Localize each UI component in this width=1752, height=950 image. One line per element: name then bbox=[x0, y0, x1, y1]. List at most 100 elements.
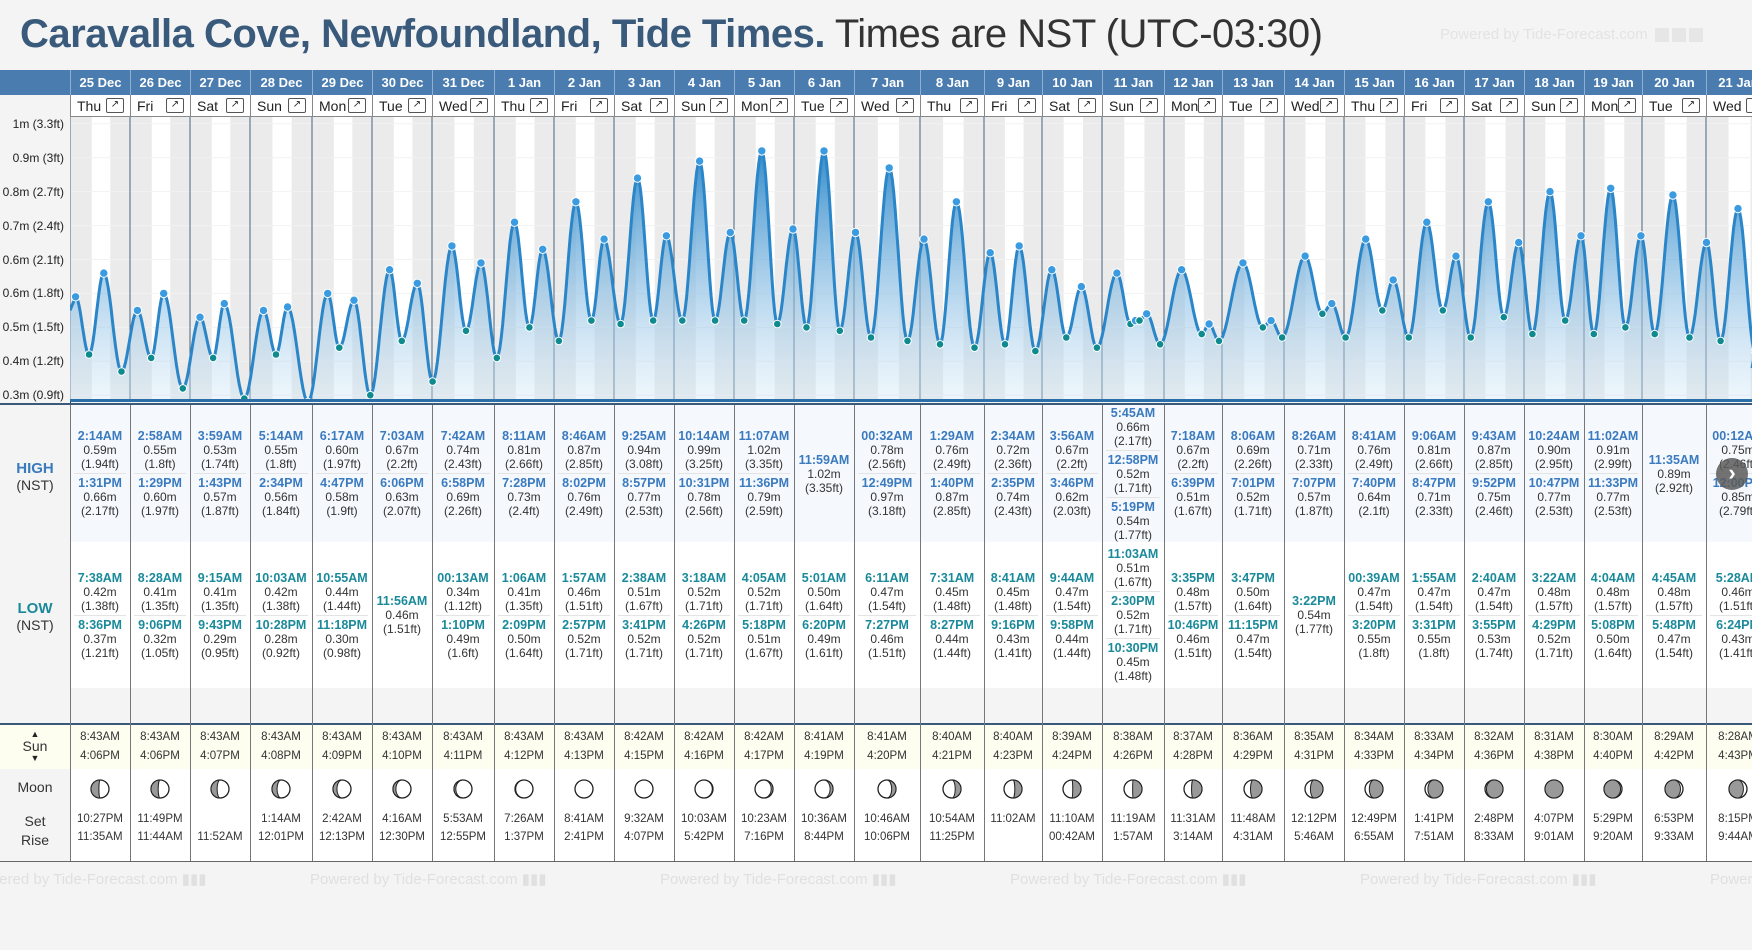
low-tide-feet: (1.35ft) bbox=[140, 598, 179, 613]
day-column: 28 Dec Sun ↗ bbox=[250, 70, 312, 880]
low-tide-point bbox=[773, 319, 782, 329]
high-tide-cell: 2:14AM 0.59m (1.94ft) 1:31PM 0.66m (2.17ft) bbox=[70, 405, 130, 542]
expand-day-button[interactable]: ↗ bbox=[1320, 98, 1338, 113]
column-divider bbox=[1042, 405, 1043, 861]
high-tide-cell: 8:41AM 0.76m (2.49ft) 7:40PM 0.64m (2.1ft) bbox=[1344, 405, 1404, 542]
expand-day-button[interactable]: ↗ bbox=[770, 98, 788, 113]
high-tide-feet: (2.53ft) bbox=[1593, 504, 1632, 518]
low-tide-meters: 0.46m bbox=[870, 631, 904, 646]
expand-day-button[interactable]: ↗ bbox=[590, 98, 608, 113]
expand-day-button[interactable]: ↗ bbox=[226, 98, 244, 113]
moonset-time: 1:14AM bbox=[261, 813, 301, 825]
low-row-label: LOW (NST) bbox=[0, 600, 70, 633]
moon-cell: 11:48AM 4:31AM bbox=[1222, 769, 1284, 861]
entry-separator bbox=[1226, 614, 1280, 616]
expand-day-button[interactable]: ↗ bbox=[1260, 98, 1278, 113]
moonset-label: Set bbox=[24, 813, 46, 829]
expand-day-button[interactable]: ↗ bbox=[650, 98, 668, 113]
high-tide-point bbox=[1238, 258, 1248, 268]
weekday-label: Tue bbox=[379, 97, 403, 114]
expand-day-button[interactable]: ↗ bbox=[166, 98, 184, 113]
column-divider bbox=[984, 405, 985, 861]
weekday-header: Tue ↗ bbox=[1642, 95, 1706, 117]
expand-day-button[interactable]: ↗ bbox=[1140, 98, 1158, 113]
moon-cell: 10:27PM 11:35AM bbox=[70, 769, 130, 861]
expand-day-button[interactable]: ↗ bbox=[1078, 98, 1096, 113]
high-tide-point bbox=[384, 265, 395, 275]
expand-day-button[interactable]: ↗ bbox=[1440, 98, 1458, 113]
high-tide-point bbox=[1112, 268, 1122, 278]
sun-times-cell: 8:38AM 4:26PM bbox=[1102, 725, 1164, 772]
expand-day-button[interactable]: ↗ bbox=[1018, 98, 1036, 113]
expand-day-button[interactable]: ↗ bbox=[348, 98, 366, 113]
expand-day-button[interactable]: ↗ bbox=[470, 98, 488, 113]
high-tide-meters: 0.76m bbox=[935, 443, 969, 457]
expand-day-button[interactable]: ↗ bbox=[1746, 98, 1752, 113]
low-tide-feet: (1.8ft) bbox=[1358, 645, 1390, 660]
expand-day-button[interactable]: ↗ bbox=[710, 98, 728, 113]
high-tide-point bbox=[1483, 197, 1494, 207]
low-tide-meters: 0.32m bbox=[143, 631, 177, 646]
high-tide-feet: (2.79ft) bbox=[1718, 504, 1752, 518]
low-tide-meters: 0.42m bbox=[83, 584, 117, 599]
expand-day-button[interactable]: ↗ bbox=[1198, 98, 1216, 113]
low-tide-meters: 0.51m bbox=[627, 584, 661, 599]
weekday-label: Thu bbox=[501, 97, 526, 114]
column-divider bbox=[190, 405, 191, 861]
expand-day-button[interactable]: ↗ bbox=[1500, 98, 1518, 113]
low-tide-cell: 1:06AM 0.41m (1.35ft) 2:09PM 0.50m (1.64ft) bbox=[494, 542, 554, 688]
low-tide-point bbox=[1277, 333, 1287, 342]
weekday-header: Mon ↗ bbox=[1164, 95, 1222, 117]
expand-day-button[interactable]: ↗ bbox=[830, 98, 848, 113]
high-tide-cell: 11:35AM 0.89m (2.92ft) bbox=[1642, 405, 1706, 542]
divider bbox=[0, 723, 1752, 725]
high-tide-meters: 0.55m bbox=[143, 443, 177, 457]
low-tide-time: 2:57PM bbox=[562, 617, 606, 632]
low-tide-meters: 0.44m bbox=[1055, 631, 1089, 646]
low-tide-point bbox=[935, 340, 945, 349]
low-tide-meters: 0.46m bbox=[1176, 631, 1210, 646]
expand-day-button[interactable]: ↗ bbox=[1618, 98, 1636, 113]
moonrise-time: 5:42PM bbox=[684, 831, 724, 843]
expand-day-button[interactable]: ↗ bbox=[1380, 98, 1398, 113]
high-tide-cell: 7:42AM 0.74m (2.43ft) 6:58PM 0.69m (2.26ft) bbox=[432, 405, 494, 542]
high-tide-meters: 0.97m bbox=[870, 490, 904, 504]
high-tide-time: 9:25AM bbox=[621, 429, 667, 443]
day-column: 27 Dec Sat ↗ bbox=[190, 70, 250, 880]
low-tide-time: 1:06AM bbox=[501, 570, 547, 585]
moon-phase-icon bbox=[1484, 779, 1504, 799]
expand-day-button[interactable]: ↗ bbox=[896, 98, 914, 113]
expand-day-button[interactable]: ↗ bbox=[288, 98, 306, 113]
moon-phase-icon bbox=[1364, 779, 1384, 799]
low-tide-time: 6:20PM bbox=[802, 617, 846, 632]
low-tide-feet: (1.57ft) bbox=[1534, 598, 1573, 613]
low-tide-meters: 0.47m bbox=[870, 584, 904, 599]
next-arrow-button[interactable]: › bbox=[1716, 458, 1748, 490]
moon-cell: 7:26AM 1:37PM bbox=[494, 769, 554, 861]
sun-label-band: ▲ Sun ▼ bbox=[0, 725, 70, 769]
weekday-header: Sun ↗ bbox=[1102, 95, 1164, 117]
low-tide-meters: 0.50m bbox=[807, 584, 841, 599]
expand-day-button[interactable]: ↗ bbox=[1560, 98, 1578, 113]
sun-band bbox=[70, 725, 1752, 769]
date-header: 16 Jan bbox=[1404, 70, 1464, 95]
high-tide-feet: (2.56ft) bbox=[867, 457, 906, 471]
high-tide-point bbox=[1545, 186, 1555, 197]
date-header: 14 Jan bbox=[1284, 70, 1344, 95]
weekday-label: Wed bbox=[439, 97, 468, 114]
moon-phase-icon bbox=[271, 779, 291, 799]
low-tide-point bbox=[1621, 323, 1630, 332]
sunrise-time: 8:40AM bbox=[993, 731, 1033, 743]
expand-day-button[interactable]: ↗ bbox=[960, 98, 978, 113]
column-divider bbox=[130, 405, 131, 861]
weekday-header: Thu ↗ bbox=[1344, 95, 1404, 117]
expand-day-button[interactable]: ↗ bbox=[408, 98, 426, 113]
high-tide-meters: 0.59m bbox=[83, 443, 117, 457]
high-tide-cell: 11:02AM 0.91m (2.99ft) 11:33PM 0.77m (2.53ft) bbox=[1584, 405, 1642, 542]
expand-day-button[interactable]: ↗ bbox=[106, 98, 124, 113]
sun-times-cell: 8:28AM 4:43PM bbox=[1706, 725, 1752, 772]
expand-day-button[interactable]: ↗ bbox=[530, 98, 548, 113]
high-tide-meters: 0.90m bbox=[1537, 443, 1571, 457]
expand-day-button[interactable]: ↗ bbox=[1682, 98, 1700, 113]
low-tide-time: 6:24PM bbox=[1716, 617, 1752, 632]
